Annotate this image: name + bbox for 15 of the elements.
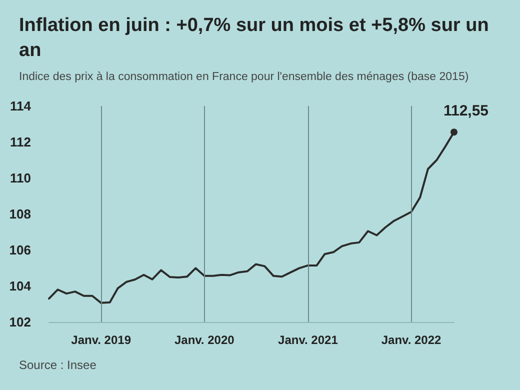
y-tick-label: 102 — [9, 314, 31, 330]
x-tick-label: Janv. 2021 — [278, 333, 338, 347]
annotation: 112,55 — [443, 102, 489, 120]
y-tick-label: 104 — [9, 278, 32, 294]
chart-subtitle: Indice des prix à la consommation en France pour l'ensemble des ménages (base 2015) — [19, 71, 469, 83]
y-tick-label: 114 — [10, 98, 32, 114]
y-tick-label: 108 — [9, 206, 31, 222]
x-tick-label: Janv. 2019 — [71, 333, 132, 347]
x-tick-label: Janv. 2022 — [381, 333, 442, 347]
source-note: Source : Insee — [19, 358, 97, 372]
y-tick-label: 110 — [10, 170, 31, 186]
x-tick-label: Janv. 2020 — [174, 333, 235, 347]
y-tick-label: 112 — [10, 134, 31, 150]
chart-title: Inflation en juin : +0,7% sur un mois et +5,8% sur un an — [19, 15, 494, 61]
y-tick-label: 106 — [9, 242, 31, 258]
